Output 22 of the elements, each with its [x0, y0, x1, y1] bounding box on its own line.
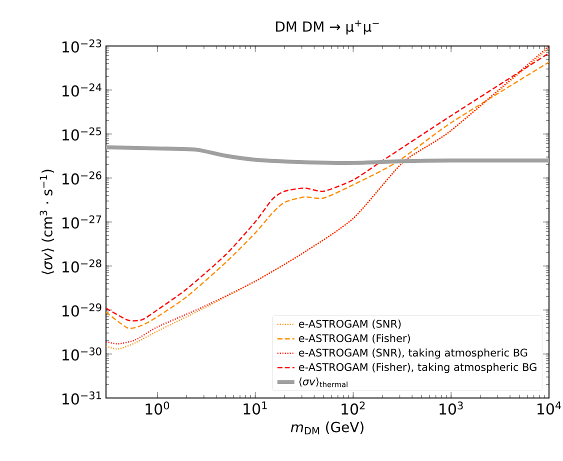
legend-label: e-ASTROGAM (SNR), taking atmospheric BG [298, 348, 528, 359]
x-tick-label: 10$^{3}$ [440, 402, 463, 415]
y-tick-label: 10$^{−25}$ [62, 127, 102, 141]
x-tick-label: 10$^{0}$ [146, 402, 170, 415]
y-tick-label: 10$^{−23}$ [62, 39, 102, 53]
y-tick-label: 10$^{−30}$ [62, 347, 102, 361]
y-tick-label: 10$^{−27}$ [62, 215, 102, 229]
legend-label: e-ASTROGAM (SNR) [298, 320, 401, 329]
y-tick-label: 10$^{−26}$ [62, 171, 102, 185]
legend-label: e-ASTROGAM (Fisher), taking atmospheric BG [298, 362, 536, 374]
x-tick-label: 10$^{1}$ [244, 402, 267, 415]
chart-title: DM DM → μ$^{+}$μ$^{−}$ [276, 20, 379, 35]
legend-label: ⟨σv⟩$_{thermal}$ [299, 377, 348, 388]
x-tick-label: 10$^{2}$ [342, 402, 365, 415]
y-axis-title: ⟨σv⟩ (cm$^{3}$ · s$^{−1}$) [40, 170, 54, 274]
x-axis-title: m$_{DM}$ (GeV) [290, 422, 364, 434]
y-tick-label: 10$^{−28}$ [62, 259, 102, 273]
legend-label: e-ASTROGAM (Fisher) [298, 334, 410, 344]
x-tick-label: 10$^{4}$ [538, 402, 561, 415]
y-tick-label: 10$^{−29}$ [62, 303, 102, 317]
y-tick-label: 10$^{−24}$ [62, 83, 102, 97]
y-tick-label: 10$^{−31}$ [62, 391, 102, 405]
